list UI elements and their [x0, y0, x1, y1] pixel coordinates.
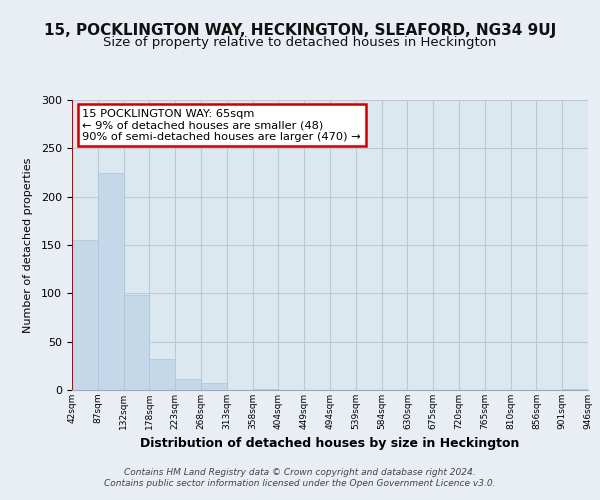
Text: 15 POCKLINGTON WAY: 65sqm
← 9% of detached houses are smaller (48)
90% of semi-d: 15 POCKLINGTON WAY: 65sqm ← 9% of detach…: [82, 108, 361, 142]
Bar: [562, 389, 588, 390]
Bar: [201, 383, 227, 390]
Bar: [72, 240, 98, 390]
Bar: [124, 296, 149, 390]
Y-axis label: Number of detached properties: Number of detached properties: [23, 158, 33, 332]
Bar: [253, 389, 278, 390]
Bar: [98, 172, 124, 390]
Text: Size of property relative to detached houses in Heckington: Size of property relative to detached ho…: [103, 36, 497, 49]
Bar: [175, 380, 201, 390]
X-axis label: Distribution of detached houses by size in Heckington: Distribution of detached houses by size …: [140, 438, 520, 450]
Text: Contains HM Land Registry data © Crown copyright and database right 2024.
Contai: Contains HM Land Registry data © Crown c…: [104, 468, 496, 487]
Text: 15, POCKLINGTON WAY, HECKINGTON, SLEAFORD, NG34 9UJ: 15, POCKLINGTON WAY, HECKINGTON, SLEAFOR…: [44, 22, 556, 38]
Bar: [149, 359, 175, 390]
